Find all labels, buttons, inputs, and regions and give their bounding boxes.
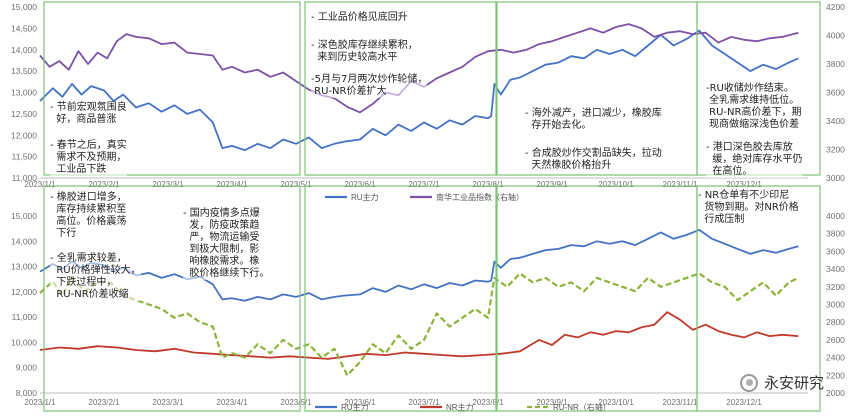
y-right-tick-label: 3800 (826, 59, 845, 69)
y-left-tick-label: 11,500 (12, 152, 38, 162)
x-tick-label: 2023/9/1 (536, 398, 568, 407)
series-line-ru (39, 29, 799, 152)
legend-label-ru: RU主力 (351, 192, 379, 202)
watermark-text: 永安研究 (764, 374, 825, 392)
y-left-tick-label: 12,500 (11, 109, 37, 119)
note-storage-end: -RU收储炒作结束。 全乳需求维持低位。 RU-NR高价差下，期 现商做缩深浅色… (706, 83, 802, 131)
x-tick-label: 2023/10/1 (598, 180, 634, 189)
y-right-tick-label: 3000 (826, 300, 845, 310)
series-line-nanhua (39, 23, 799, 114)
y-left-tick-label: 11,000 (12, 173, 38, 183)
y-right-tick-label: 2200 (826, 370, 845, 380)
y-right-tick-label: 3200 (826, 145, 845, 155)
y-left-tick-label: 14,000 (11, 45, 37, 55)
legend-label-nanhua: 南华工业品指数（右轴） (436, 192, 524, 202)
y-left-tick-label: 13,500 (11, 66, 37, 76)
y-right-tick-label: 3400 (826, 116, 845, 126)
y-left-tick-label: 8,000 (16, 388, 38, 398)
y-right-tick-label: 3600 (826, 88, 845, 98)
note-industrial-bottom: - 工业品价格见底回升 (311, 12, 408, 24)
x-tick-label: 2023/12/1 (726, 398, 762, 407)
x-tick-label: 2023/2/1 (88, 180, 120, 189)
y-right-tick-label: 4200 (826, 2, 845, 12)
legend-label-ru: RU主力 (341, 402, 369, 412)
y-left-tick-label: 15,000 (11, 211, 37, 221)
note-import-rise: - 橡胶进口增多， 库存持续累积至 高位。价格震荡 下行 (50, 192, 127, 240)
y-left-tick-label: 11,000 (12, 312, 38, 322)
y-left-tick-label: 12,000 (11, 130, 37, 140)
x-tick-label: 2023/1/1 (24, 180, 56, 189)
note-port-stock: - 港口深色胶去库放 缓，绝对库存水平仍 在高位。 (706, 142, 803, 178)
x-tick-label: 2023/5/1 (280, 180, 312, 189)
legend-label-nr: NR主力 (446, 402, 474, 412)
x-tick-label: 2023/11/1 (663, 180, 699, 189)
x-tick-label: 2023/1/1 (24, 398, 56, 407)
note-synthetic: - 合成胶炒作交割品缺失，拉动 天然橡胶价格抬升 (525, 148, 662, 172)
y-right-tick-label: 2600 (826, 335, 845, 345)
note-epidemic: - 国内疫情多点爆 发，防疫政策趋 严，物流运输受 到极大限制，影 响橡胶需求。… (183, 208, 270, 280)
y-right-tick-label: 3800 (826, 229, 845, 239)
y-left-tick-label: 13,000 (11, 262, 37, 272)
period-frame (43, 185, 301, 412)
period-frame (696, 185, 821, 412)
x-tick-label: 2023/4/1 (216, 398, 248, 407)
y-right-tick-label: 3200 (826, 282, 845, 292)
legend-label-spread: RU-NR（右轴） (553, 402, 611, 412)
y-right-tick-label: 3600 (826, 246, 845, 256)
y-left-tick-label: 10,000 (11, 337, 37, 347)
period-frame (304, 1, 497, 176)
note-dark-stock: - 深色胶库存继续累积， 来到历史较高水平 (311, 40, 418, 64)
x-tick-label: 2023/3/1 (152, 398, 184, 407)
x-tick-label: 2023/4/1 (216, 180, 248, 189)
y-left-tick-label: 9,000 (16, 363, 38, 373)
y-right-tick-label: 3400 (826, 264, 845, 274)
y-left-tick-label: 13,000 (11, 88, 37, 98)
period-frame (496, 185, 698, 412)
wechat-logo-icon (740, 373, 758, 392)
y-right-tick-label: 4000 (826, 211, 845, 221)
period-frame (304, 185, 497, 412)
note-nr-warehouse: - NR仓单有不少印尼 货物到期。对NR价格 行成压制 (698, 190, 799, 226)
note-overseas-cut: - 海外减产，进口减少，橡胶库 存开始去化。 (525, 108, 662, 132)
y-right-tick-label: 2800 (826, 317, 845, 327)
x-tick-label: 2023/5/1 (280, 398, 312, 407)
x-tick-label: 2023/9/1 (536, 180, 568, 189)
x-tick-label: 2023/8/1 (472, 180, 504, 189)
y-left-tick-label: 14,000 (11, 236, 37, 246)
x-tick-label: 2023/7/1 (408, 398, 440, 407)
watermark: 永安研究 (740, 372, 824, 393)
y-right-tick-label: 2400 (826, 353, 845, 363)
series-line-spread (39, 272, 799, 377)
x-tick-label: 2023/12/1 (726, 180, 762, 189)
x-tick-label: 2023/8/1 (472, 398, 504, 407)
x-tick-label: 2023/11/1 (663, 398, 699, 407)
x-tick-label: 2023/3/1 (152, 180, 184, 189)
y-left-tick-label: 14,500 (11, 23, 37, 33)
x-tick-label: 2023/6/1 (344, 180, 376, 189)
note-post-festival: - 春节之后，真实 需求不及预期， 工业品下跌 (50, 140, 127, 176)
series-line-nr (39, 311, 799, 360)
x-tick-label: 2023/10/1 (598, 398, 634, 407)
x-tick-label: 2023/7/1 (408, 180, 440, 189)
note-whole-milk: - 全乳需求较差， RU价格弹性较大， 下跌过程中， RU-NR价差收缩 (50, 253, 141, 301)
y-left-tick-label: 12,000 (11, 287, 37, 297)
x-tick-label: 2023/6/1 (344, 398, 376, 407)
y-right-tick-label: 2000 (826, 388, 845, 398)
series-line-ru (39, 229, 799, 302)
y-right-tick-label: 4000 (826, 31, 845, 41)
period-frame (43, 1, 301, 176)
x-tick-label: 2023/2/1 (88, 398, 120, 407)
note-speculation: -5月与7月两次炒作轮储， RU-NR价差扩大 (311, 74, 428, 98)
note-holiday-sentiment: - 节前宏观氛围良 好，商品普涨 (50, 102, 127, 126)
y-right-tick-label: 3000 (826, 173, 845, 183)
y-left-tick-label: 15,000 (11, 2, 37, 12)
